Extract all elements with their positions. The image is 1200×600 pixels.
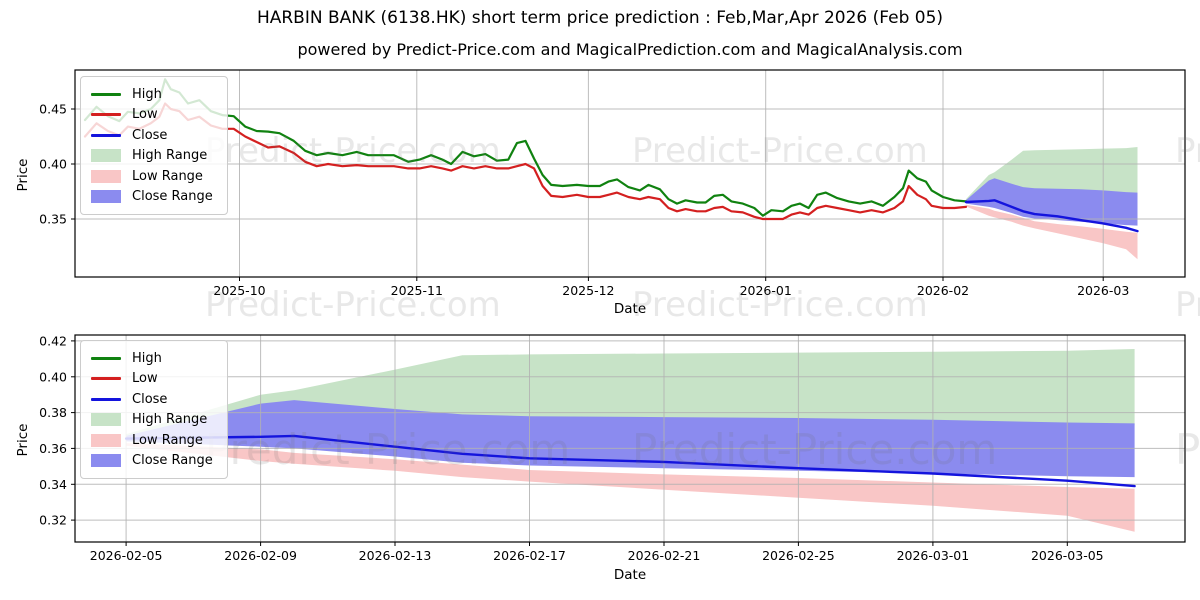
svg-text:Predict-Price.com: Predict-Price.com [632,425,997,474]
svg-text:0.32: 0.32 [39,513,67,528]
svg-text:Predict-Price.com: Predict-Price.com [632,131,928,171]
svg-text:0.40: 0.40 [39,157,67,172]
svg-text:0.40: 0.40 [39,369,67,384]
svg-text:2025-12: 2025-12 [562,283,614,298]
svg-text:2026-02-09: 2026-02-09 [224,548,297,563]
svg-text:2026-03-05: 2026-03-05 [1031,548,1104,563]
legend-line-swatch [91,92,121,96]
legend-item-high: High [91,84,213,105]
svg-text:Predict-Price.com: Predict-Price.com [1175,285,1200,325]
legend-patch-swatch [91,433,121,447]
svg-text:0.34: 0.34 [39,477,67,492]
svg-text:0.45: 0.45 [39,102,67,117]
legend-item-low: Low [91,369,213,390]
svg-text:2026-01: 2026-01 [740,283,792,298]
svg-text:2026-02-13: 2026-02-13 [359,548,432,563]
legend-line-swatch [91,397,121,401]
legend-label: High [132,350,162,366]
svg-text:2026-02-21: 2026-02-21 [628,548,701,563]
legend-line-swatch [91,133,121,137]
y-axis-label-top: Price [15,158,31,192]
chart-title: HARBIN BANK (6138.HK) short term price p… [256,8,944,28]
x-axis-label-top: Date [613,301,647,317]
legend-patch-swatch [91,454,121,468]
legend-label: Low [132,371,158,387]
legend-patch-swatch [91,190,121,204]
legend-item-high-range: High Range [91,146,213,167]
legend-label: Close [132,391,168,407]
svg-text:Predict-Price.com: Predict-Price.com [632,285,928,325]
legend-bottom-chart: High Low Close High Range Low Range Close Ran… [80,340,228,479]
svg-text:2025-11: 2025-11 [391,283,443,298]
svg-text:0.42: 0.42 [39,333,67,348]
svg-text:0.38: 0.38 [39,405,67,420]
legend-label: Close Range [132,453,213,469]
legend-line-swatch [91,113,121,117]
legend-label: High Range [132,148,208,164]
svg-text:2026-02: 2026-02 [917,283,969,298]
svg-text:2026-02-17: 2026-02-17 [493,548,566,563]
legend-item-close-range: Close Range [91,187,213,208]
legend-patch-swatch [91,413,121,427]
legend-patch-swatch [91,149,121,163]
svg-text:2026-03: 2026-03 [1077,283,1129,298]
svg-text:2026-02-25: 2026-02-25 [762,548,835,563]
svg-text:Predict-Price.com: Predict-Price.com [205,285,501,325]
svg-text:2025-10: 2025-10 [213,283,265,298]
legend-top-chart: High Low Close High Range Low Range Close Ran… [80,76,228,215]
legend-patch-swatch [91,169,121,183]
svg-text:Predict-Price.com: Predict-Price.com [205,425,570,474]
legend-label: Close Range [132,189,213,205]
svg-text:Predict-Price.com: Predict-Price.com [1175,425,1200,474]
legend-item-low-range: Low Range [91,430,213,451]
svg-text:0.35: 0.35 [39,212,67,227]
legend-item-high: High [91,348,213,369]
legend-label: High [132,86,162,102]
legend-item-low: Low [91,105,213,126]
legend-label: High Range [132,412,208,428]
svg-text:Predict-Price.com: Predict-Price.com [205,131,501,171]
legend-label: Low Range [132,432,203,448]
legend-label: Low [132,107,158,123]
svg-text:2026-02-05: 2026-02-05 [90,548,163,563]
legend-label: Close [132,127,168,143]
chart-subtitle: powered by Predict-Price.com and Magical… [297,40,963,59]
legend-item-low-range: Low Range [91,166,213,187]
legend-line-swatch [91,377,121,381]
legend-item-high-range: High Range [91,410,213,431]
legend-label: Low Range [132,168,203,184]
x-axis-label-bottom: Date [613,567,647,583]
legend-line-swatch [91,356,121,360]
legend-item-close: Close [91,389,213,410]
svg-text:Predict-Price.com: Predict-Price.com [1175,131,1200,171]
legend-item-close: Close [91,125,213,146]
svg-text:0.36: 0.36 [39,441,67,456]
y-axis-label-bottom: Price [15,423,31,457]
svg-text:2026-03-01: 2026-03-01 [897,548,970,563]
legend-item-close-range: Close Range [91,451,213,472]
